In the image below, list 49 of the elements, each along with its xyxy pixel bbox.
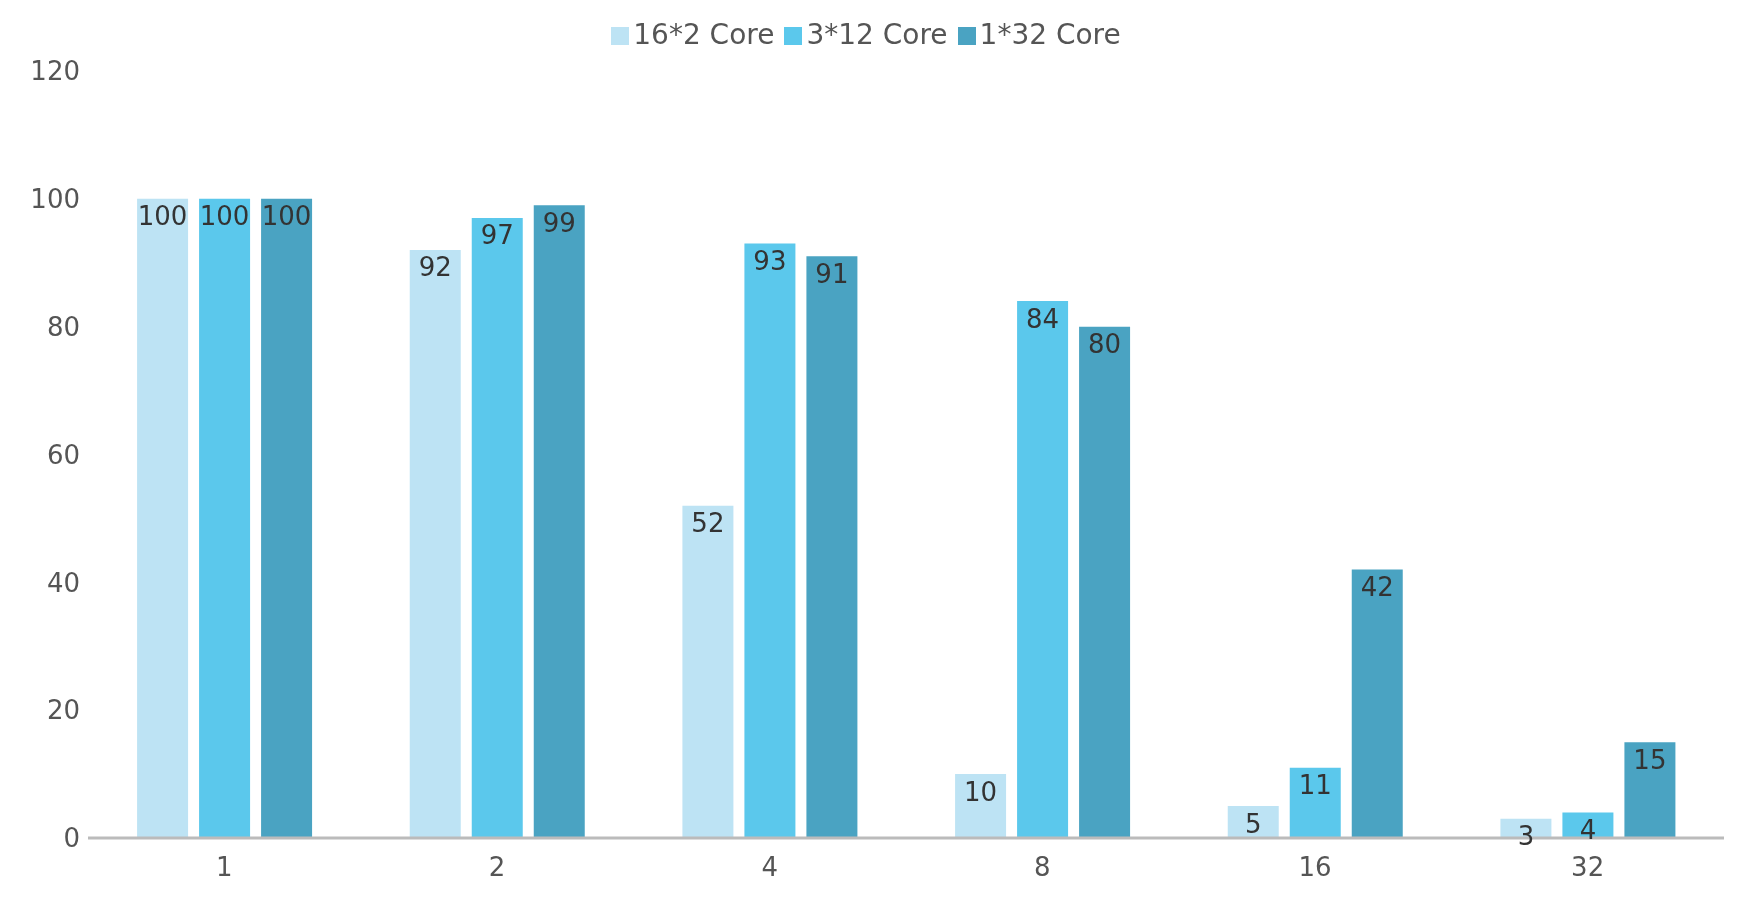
- x-tick-label: 1: [216, 852, 233, 883]
- data-label: 10: [964, 776, 998, 807]
- legend-label: 3*12 Core: [806, 18, 948, 51]
- data-label: 3: [1517, 821, 1535, 852]
- bar: [261, 198, 313, 838]
- data-label: 97: [480, 220, 514, 251]
- data-label: 100: [261, 201, 312, 232]
- data-label: 92: [418, 252, 452, 283]
- data-label: 99: [542, 207, 576, 238]
- data-label: 84: [1026, 303, 1060, 334]
- legend-label: 16*2 Core: [633, 18, 775, 51]
- x-tick-label: 32: [1571, 852, 1605, 883]
- bar: [137, 198, 189, 838]
- x-tick-label: 16: [1298, 852, 1332, 883]
- bar: [744, 243, 796, 838]
- y-tick-label: 0: [63, 823, 80, 854]
- bar: [1351, 569, 1403, 838]
- x-tick-label: 8: [1034, 852, 1051, 883]
- x-tick-label: 4: [761, 852, 778, 883]
- y-tick-label: 20: [46, 695, 80, 726]
- y-tick-label: 60: [46, 439, 80, 470]
- bar: [533, 205, 585, 838]
- bar: [1624, 742, 1676, 838]
- data-label: 100: [199, 201, 250, 232]
- y-tick-label: 80: [46, 311, 80, 342]
- legend-label: 1*32 Core: [979, 18, 1121, 51]
- bar: [1289, 767, 1341, 838]
- data-label: 52: [691, 508, 725, 539]
- bar: [409, 249, 461, 838]
- bar: [199, 198, 251, 838]
- bar: [955, 774, 1007, 838]
- bar: [1017, 301, 1069, 838]
- bar: [471, 218, 523, 838]
- data-label: 4: [1579, 814, 1597, 845]
- data-label: 42: [1360, 572, 1394, 603]
- bar: [1079, 326, 1131, 838]
- y-tick-label: 120: [30, 56, 80, 87]
- data-label: 91: [815, 258, 849, 289]
- y-tick-label: 100: [30, 184, 80, 215]
- bar: [682, 505, 734, 838]
- bar: [806, 256, 858, 838]
- data-label: 80: [1088, 329, 1122, 360]
- data-label: 100: [137, 201, 188, 232]
- data-label: 11: [1298, 770, 1332, 801]
- data-label: 15: [1633, 744, 1667, 775]
- y-tick-label: 40: [46, 567, 80, 598]
- data-label: 93: [753, 246, 787, 277]
- x-tick-label: 2: [488, 852, 506, 883]
- data-label: 5: [1244, 808, 1262, 839]
